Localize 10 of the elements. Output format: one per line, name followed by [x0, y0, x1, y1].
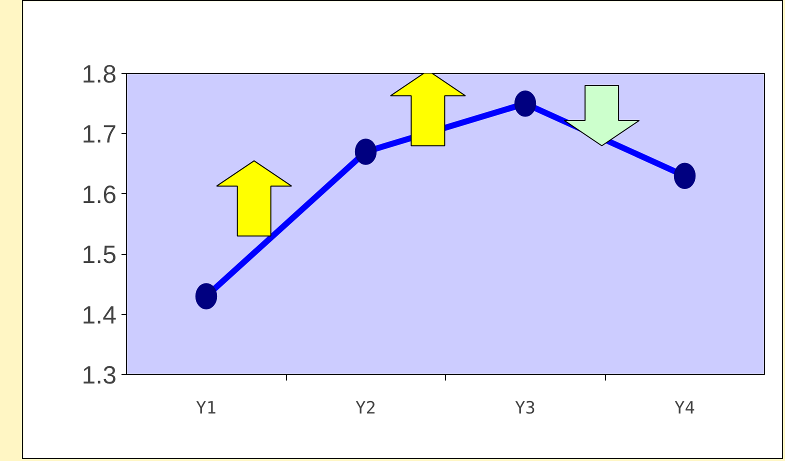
y-tick-label: 1.5 [82, 241, 117, 270]
x-tick-label: Y3 [515, 398, 536, 418]
x-tick-label: Y4 [674, 398, 695, 418]
y-tick-label: 1.7 [82, 120, 117, 149]
x-tick-label: Y1 [196, 398, 216, 418]
y-tick-label: 1.4 [82, 301, 117, 330]
y-tick-label: 1.6 [82, 180, 117, 209]
x-tick-label: Y2 [356, 398, 376, 418]
y-tick-label: 1.8 [82, 60, 117, 88]
y-tick-label: 1.3 [82, 362, 117, 390]
